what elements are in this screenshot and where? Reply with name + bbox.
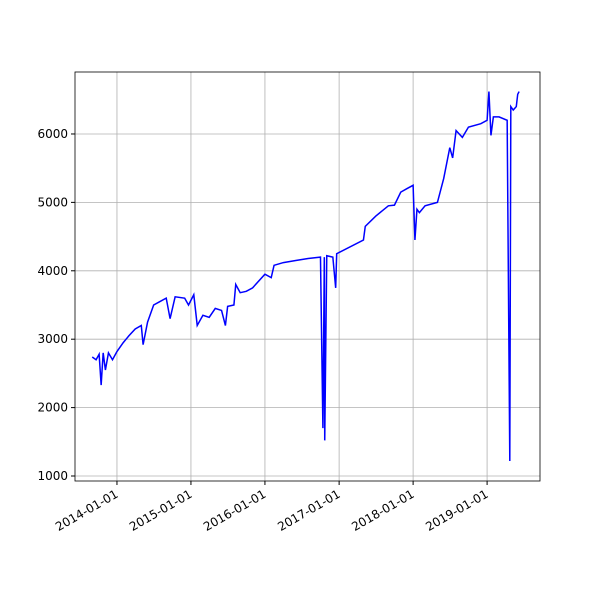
data-line xyxy=(91,91,520,461)
y-tick-label: 4000 xyxy=(37,264,68,278)
y-tick-label: 5000 xyxy=(37,195,68,209)
plot-frame xyxy=(74,71,541,482)
y-tick-label: 6000 xyxy=(37,127,68,141)
y-tick-label: 3000 xyxy=(37,332,68,346)
y-tick-label: 1000 xyxy=(37,469,68,483)
y-tick-label: 2000 xyxy=(37,401,68,415)
